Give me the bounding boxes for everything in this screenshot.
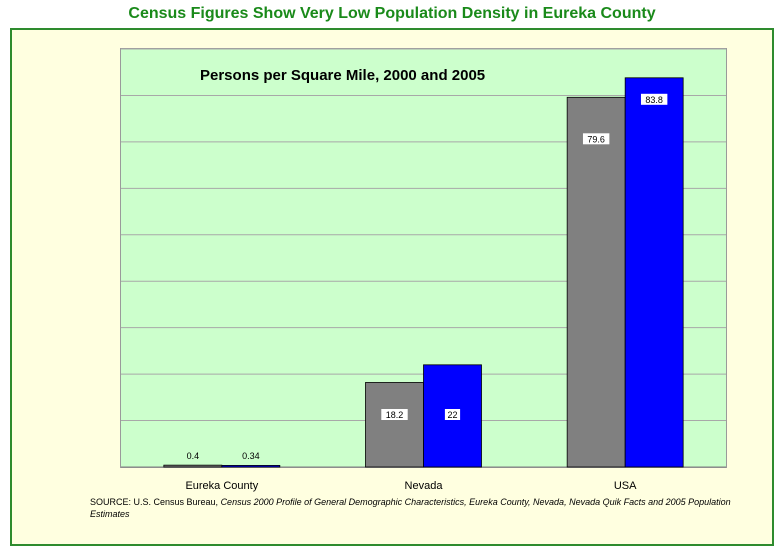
bar [624, 77, 684, 468]
page-title: Census Figures Show Very Low Population … [128, 5, 656, 22]
data-label: 79.6 [587, 134, 605, 144]
data-label-bg [381, 409, 408, 420]
data-label: 83.8 [645, 95, 663, 105]
data-label: 18.2 [386, 410, 404, 420]
x-tick-label: Eureka County [185, 480, 258, 492]
data-label-bg [582, 133, 610, 145]
bar [365, 382, 424, 468]
data-label: 0.4 [187, 451, 200, 461]
bar [221, 465, 281, 468]
bar [566, 96, 626, 468]
bar [163, 464, 223, 468]
data-label: 0.34 [242, 451, 260, 461]
source-citation: Census 2000 Profile of General Demograph… [90, 497, 731, 519]
source-prefix: SOURCE: U.S. Census Bureau, [90, 497, 221, 507]
data-label-bg [444, 409, 461, 420]
x-tick-label: USA [614, 480, 637, 492]
source-note: SOURCE: U.S. Census Bureau, Census 2000 … [90, 496, 750, 520]
data-label-bg [640, 93, 668, 105]
x-tick-label: Nevada [405, 480, 444, 492]
chart-title: Persons per Square Mile, 2000 and 2005 [200, 67, 486, 84]
data-label: 22 [447, 410, 457, 420]
